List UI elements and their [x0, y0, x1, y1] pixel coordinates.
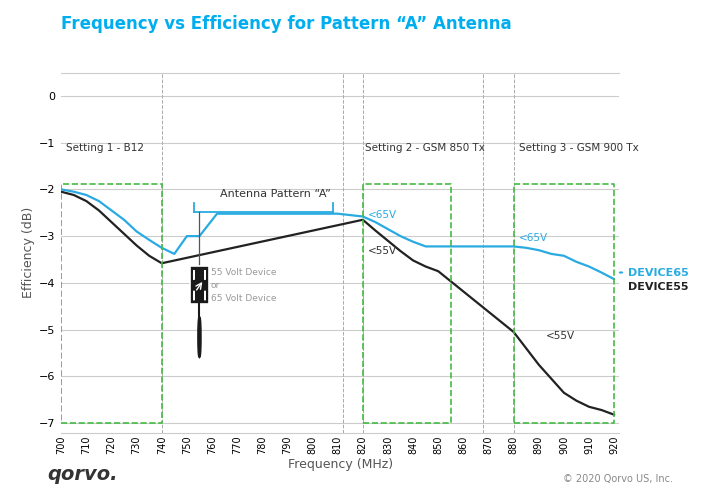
Text: Setting 1 - B12: Setting 1 - B12 [66, 143, 144, 153]
Text: DEVICE65: DEVICE65 [628, 268, 688, 278]
Text: qorvo.: qorvo. [47, 465, 117, 484]
Text: 55 Volt Device
or
65 Volt Device: 55 Volt Device or 65 Volt Device [211, 268, 276, 303]
Text: <65V: <65V [368, 210, 397, 220]
Text: Setting 3 - GSM 900 Tx: Setting 3 - GSM 900 Tx [518, 143, 639, 153]
FancyBboxPatch shape [190, 266, 209, 304]
Text: Setting 2 - GSM 850 Tx: Setting 2 - GSM 850 Tx [365, 143, 485, 153]
Text: Antenna Pattern “A”: Antenna Pattern “A” [220, 189, 330, 199]
Text: <55V: <55V [368, 246, 397, 256]
X-axis label: Frequency (MHz): Frequency (MHz) [287, 458, 393, 471]
Text: Frequency vs Efficiency for Pattern “A” Antenna: Frequency vs Efficiency for Pattern “A” … [61, 15, 512, 33]
Text: <55V: <55V [546, 331, 575, 341]
Y-axis label: Efficiency (dB): Efficiency (dB) [22, 207, 35, 298]
Text: © 2020 Qorvo US, Inc.: © 2020 Qorvo US, Inc. [563, 474, 673, 484]
Text: DEVICE55: DEVICE55 [628, 282, 688, 292]
Text: <65V: <65V [518, 233, 548, 243]
